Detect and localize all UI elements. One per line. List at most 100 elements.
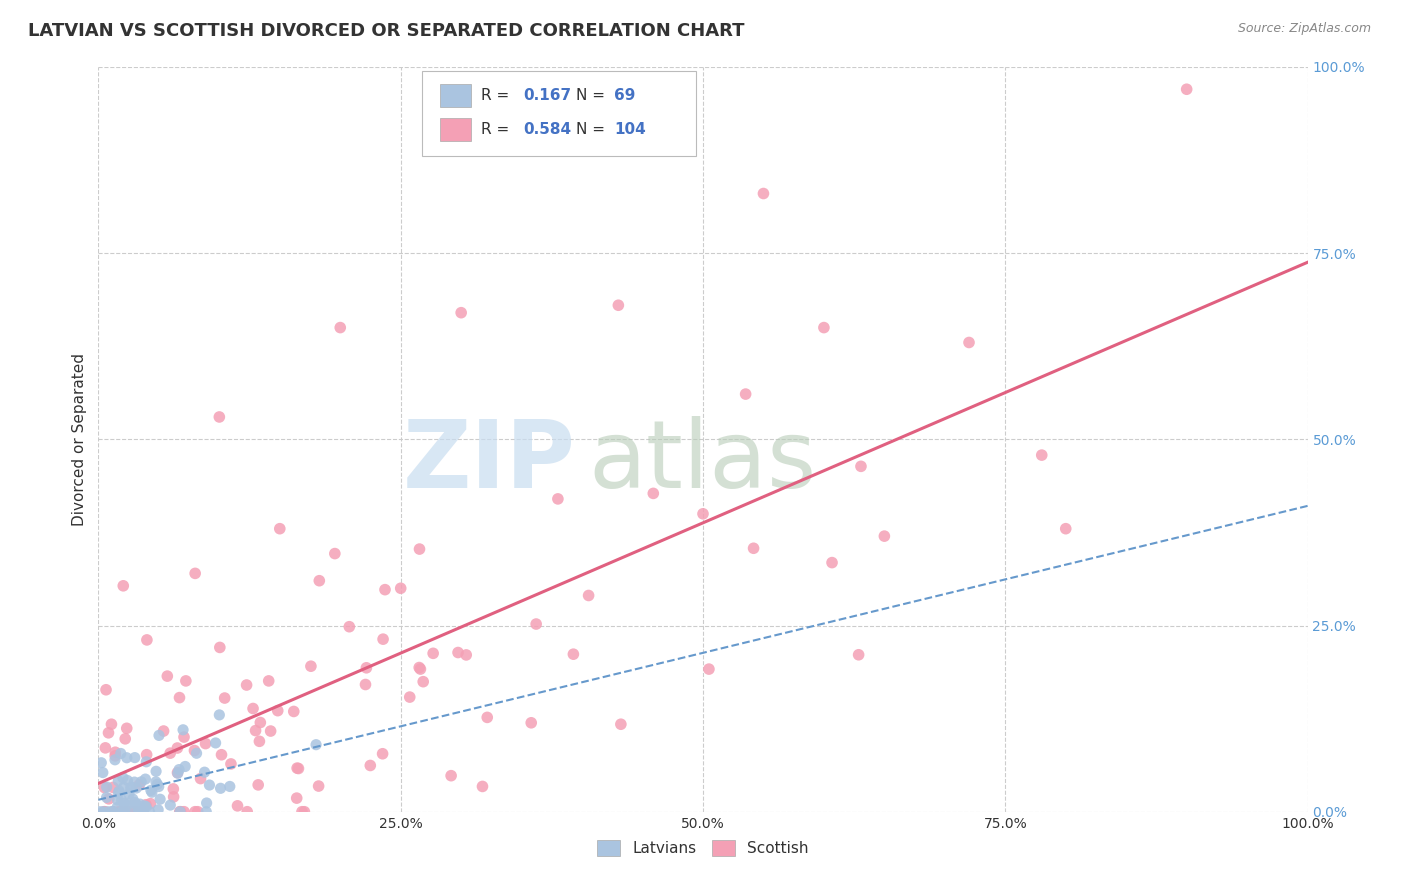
Point — [208, 640, 231, 655]
Point — [107, 793, 129, 807]
Point — [734, 387, 756, 401]
Point — [118, 787, 141, 801]
Point — [308, 779, 330, 793]
Point — [132, 805, 155, 819]
Point — [129, 775, 152, 789]
Point — [245, 723, 267, 738]
Point — [169, 690, 191, 705]
Point — [356, 661, 378, 675]
Point — [447, 646, 470, 660]
Point — [742, 541, 765, 556]
Point — [287, 762, 309, 776]
Point — [412, 674, 434, 689]
Point — [166, 741, 188, 756]
Point — [337, 620, 360, 634]
Point — [173, 805, 195, 819]
Point — [115, 751, 138, 765]
Point — [112, 796, 135, 810]
Text: R =: R = — [481, 88, 515, 103]
Point — [190, 772, 212, 786]
Text: 0.584: 0.584 — [523, 122, 571, 136]
Point — [184, 566, 207, 581]
Point — [162, 781, 184, 796]
Point — [169, 805, 191, 819]
Point — [167, 763, 190, 777]
Point — [139, 797, 162, 811]
Point — [135, 632, 157, 647]
Point — [121, 780, 143, 795]
Point — [195, 805, 218, 819]
Point — [218, 780, 240, 794]
Text: atlas: atlas — [588, 416, 817, 508]
Point — [101, 805, 124, 819]
Point — [450, 306, 472, 320]
Point — [117, 773, 139, 788]
Point — [120, 780, 142, 795]
Point — [440, 769, 463, 783]
Point — [149, 792, 172, 806]
Point — [145, 764, 167, 779]
Point — [89, 805, 111, 819]
Point — [124, 775, 146, 789]
Point — [96, 780, 118, 794]
Point — [156, 669, 179, 683]
Point — [208, 707, 231, 722]
Point — [105, 800, 128, 814]
Point — [134, 799, 156, 814]
Point — [520, 715, 543, 730]
Point — [477, 710, 499, 724]
Point — [115, 798, 138, 813]
Point — [198, 778, 221, 792]
Point — [242, 701, 264, 715]
Legend: Latvians, Scottish: Latvians, Scottish — [589, 832, 817, 863]
Point — [173, 730, 195, 744]
Point — [219, 756, 242, 771]
Point — [408, 542, 430, 557]
Point — [97, 792, 120, 806]
Point — [813, 320, 835, 334]
Point — [547, 491, 569, 506]
Point — [371, 747, 394, 761]
Point — [111, 771, 134, 785]
Point — [172, 723, 194, 737]
Point — [120, 799, 142, 814]
Point — [121, 792, 143, 806]
Point — [422, 646, 444, 660]
Point — [873, 529, 896, 543]
Point — [162, 789, 184, 804]
Point — [125, 797, 148, 811]
Point — [104, 745, 127, 759]
Point — [166, 765, 188, 780]
Point — [135, 800, 157, 814]
Y-axis label: Divorced or Separated: Divorced or Separated — [72, 353, 87, 525]
Point — [97, 726, 120, 740]
Point — [267, 704, 290, 718]
Point — [174, 759, 197, 773]
Point — [152, 724, 174, 739]
Point — [471, 780, 494, 794]
Point — [141, 785, 163, 799]
Point — [578, 589, 600, 603]
Point — [104, 753, 127, 767]
Point — [93, 805, 115, 819]
Point — [104, 748, 127, 763]
Point — [323, 547, 346, 561]
Point — [183, 743, 205, 757]
Point — [169, 805, 191, 819]
Point — [115, 805, 138, 819]
Point — [204, 736, 226, 750]
Point — [957, 335, 980, 350]
Text: N =: N = — [576, 88, 610, 103]
Point — [131, 804, 153, 818]
Point — [409, 662, 432, 676]
Point — [291, 805, 314, 819]
Point — [208, 409, 231, 424]
Text: 0.167: 0.167 — [523, 88, 571, 103]
Text: N =: N = — [576, 122, 610, 136]
Text: ZIP: ZIP — [404, 416, 576, 508]
Point — [299, 659, 322, 673]
Point — [93, 805, 115, 819]
Point — [389, 582, 412, 596]
Point — [283, 705, 305, 719]
Text: LATVIAN VS SCOTTISH DIVORCED OR SEPARATED CORRELATION CHART: LATVIAN VS SCOTTISH DIVORCED OR SEPARATE… — [28, 22, 745, 40]
